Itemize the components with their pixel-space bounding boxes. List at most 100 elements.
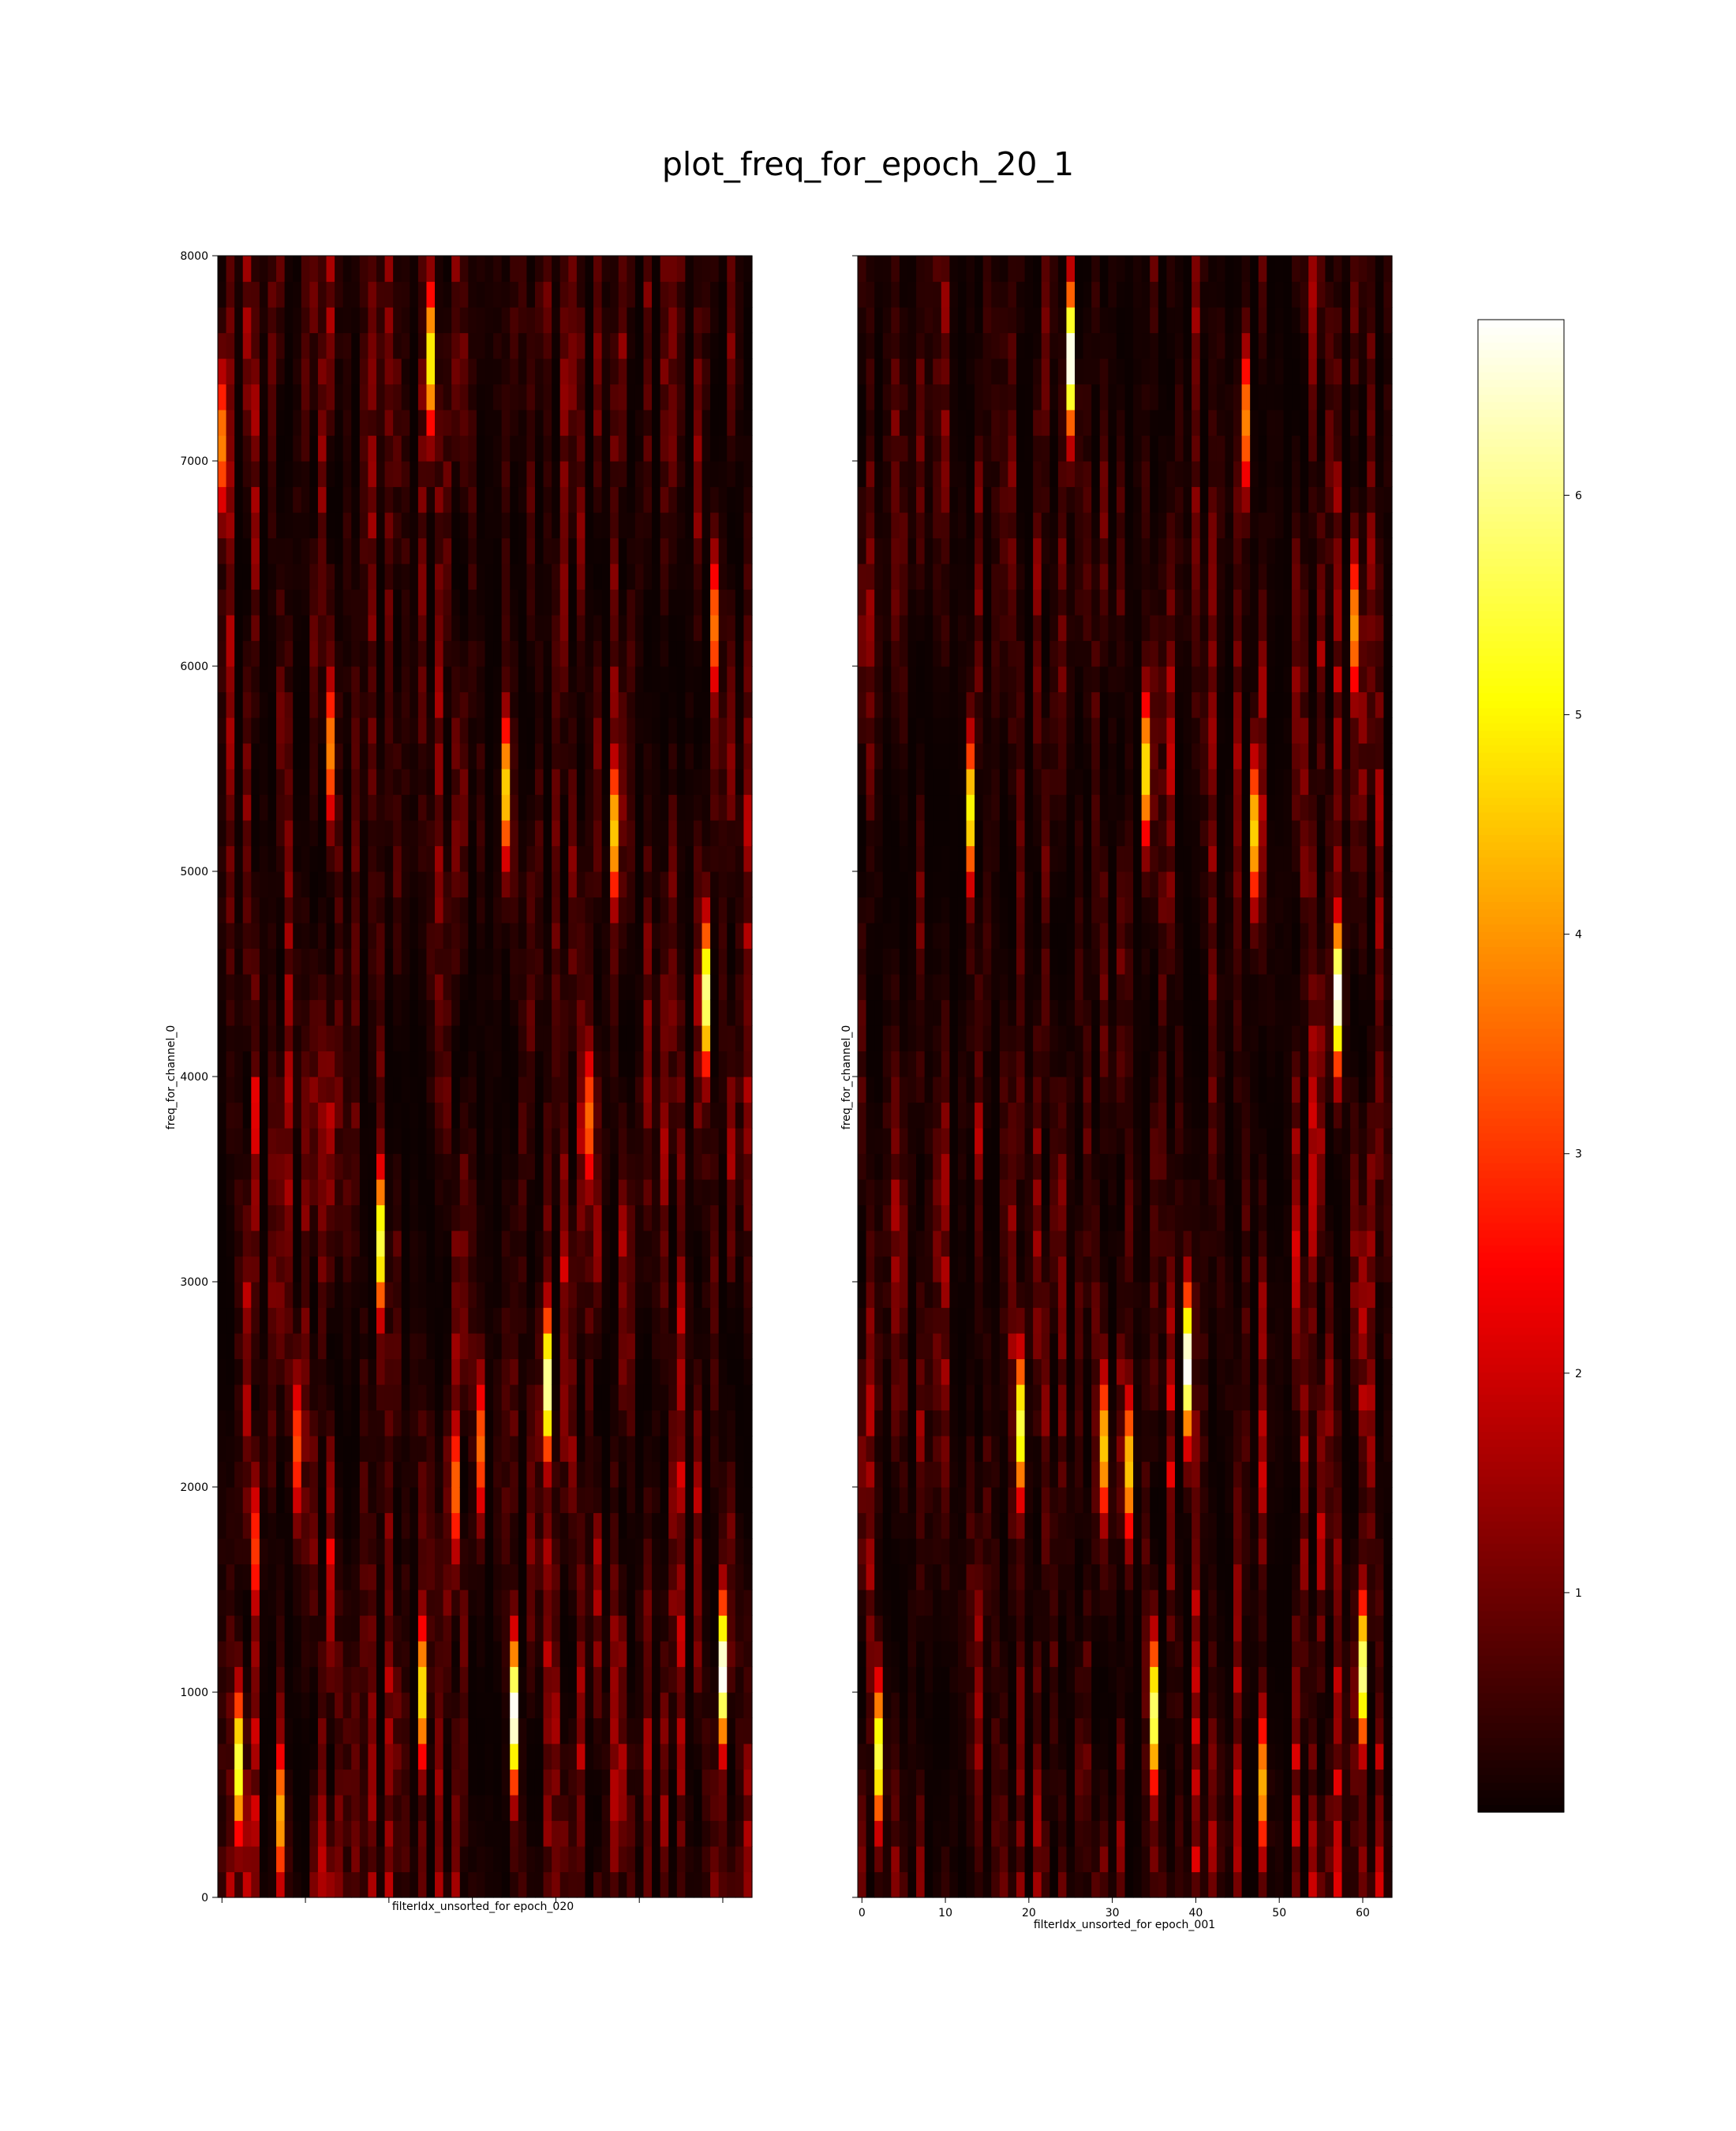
heatmap-cell bbox=[627, 1179, 636, 1206]
heatmap-cell bbox=[957, 1077, 967, 1103]
heatmap-cell bbox=[710, 691, 720, 718]
heatmap-cell bbox=[284, 1846, 294, 1873]
heatmap-cell bbox=[259, 1204, 269, 1231]
heatmap-cell bbox=[510, 1230, 519, 1257]
heatmap-cell bbox=[668, 845, 678, 872]
heatmap-cell bbox=[627, 358, 636, 385]
heatmap-cell bbox=[874, 1692, 884, 1719]
heatmap-cell bbox=[652, 1333, 661, 1360]
heatmap-cell bbox=[966, 1436, 975, 1462]
heatmap-cell bbox=[368, 1564, 377, 1590]
heatmap-cell bbox=[242, 384, 252, 410]
heatmap-cell bbox=[317, 999, 327, 1026]
heatmap-cell bbox=[585, 743, 594, 770]
heatmap-cell bbox=[242, 1692, 252, 1719]
heatmap-cell bbox=[443, 1871, 452, 1898]
heatmap-cell bbox=[309, 358, 319, 385]
heatmap-cell bbox=[435, 948, 444, 975]
heatmap-cell bbox=[866, 1256, 875, 1283]
heatmap-cell bbox=[693, 384, 703, 410]
heatmap-cell bbox=[443, 537, 452, 564]
heatmap-cell bbox=[643, 1204, 653, 1231]
heatmap-cell bbox=[526, 1204, 536, 1231]
heatmap-cell bbox=[676, 589, 686, 616]
heatmap-cell bbox=[543, 743, 552, 770]
heatmap-cell bbox=[652, 974, 661, 1001]
heatmap-cell bbox=[702, 564, 711, 590]
heatmap-cell bbox=[949, 1666, 959, 1693]
heatmap-cell bbox=[259, 281, 269, 308]
heatmap-cell bbox=[576, 1666, 586, 1693]
heatmap-cell bbox=[426, 1179, 436, 1206]
heatmap-cell bbox=[443, 999, 452, 1026]
heatmap-cell bbox=[866, 1128, 875, 1155]
heatmap-cell bbox=[301, 1204, 310, 1231]
heatmap-cell bbox=[234, 1692, 244, 1719]
heatmap-cell bbox=[727, 1077, 736, 1103]
heatmap-cell bbox=[493, 410, 503, 436]
heatmap-cell bbox=[218, 1410, 227, 1436]
heatmap-cell bbox=[476, 281, 486, 308]
heatmap-cell bbox=[485, 948, 494, 975]
heatmap-cell bbox=[268, 1358, 277, 1385]
heatmap-cell bbox=[601, 537, 611, 564]
heatmap-cell bbox=[543, 717, 552, 744]
heatmap-cell bbox=[226, 640, 235, 667]
heatmap-cell bbox=[949, 256, 959, 283]
heatmap-cell bbox=[874, 717, 884, 744]
heatmap-cell bbox=[693, 512, 703, 539]
heatmap-cell bbox=[882, 332, 892, 359]
heatmap-cell bbox=[384, 743, 394, 770]
heatmap-cell bbox=[585, 1590, 594, 1616]
heatmap-cell bbox=[941, 974, 950, 1001]
heatmap-cell bbox=[634, 948, 645, 975]
heatmap-cell bbox=[652, 358, 661, 385]
heatmap-cell bbox=[268, 1717, 277, 1744]
heatmap-cell bbox=[866, 1795, 875, 1822]
heatmap-cell bbox=[351, 1358, 361, 1385]
heatmap-cell bbox=[368, 1153, 377, 1180]
heatmap-cell bbox=[451, 1820, 461, 1847]
heatmap-cell bbox=[510, 332, 519, 359]
heatmap-cell bbox=[351, 512, 361, 539]
heatmap-cell bbox=[702, 1615, 711, 1642]
heatmap-cell bbox=[443, 923, 452, 949]
heatmap-cell bbox=[727, 435, 736, 462]
heatmap-cell bbox=[518, 640, 527, 667]
heatmap-cell bbox=[552, 691, 561, 718]
heatmap-cell bbox=[660, 1692, 669, 1719]
heatmap-cell bbox=[693, 769, 703, 796]
heatmap-cell bbox=[351, 1487, 361, 1514]
heatmap-cell bbox=[335, 717, 344, 744]
heatmap-cell bbox=[293, 1512, 302, 1539]
heatmap-cell bbox=[468, 435, 477, 462]
heatmap-cell bbox=[559, 256, 569, 283]
heatmap-cell bbox=[476, 1743, 486, 1770]
heatmap-cell bbox=[284, 1538, 294, 1565]
heatmap-cell bbox=[601, 486, 611, 513]
heatmap-cell bbox=[309, 486, 319, 513]
heatmap-cell bbox=[259, 1743, 269, 1770]
heatmap-cell bbox=[907, 512, 917, 539]
heatmap-cell bbox=[941, 384, 950, 410]
heatmap-cell bbox=[601, 384, 611, 410]
heatmap-cell bbox=[359, 512, 369, 539]
heatmap-cell bbox=[710, 1384, 720, 1411]
heatmap-cell bbox=[710, 1820, 720, 1847]
heatmap-cell bbox=[727, 1871, 736, 1898]
heatmap-cell bbox=[941, 1077, 950, 1103]
heatmap-cell bbox=[693, 1102, 703, 1129]
heatmap-cell bbox=[518, 974, 527, 1001]
heatmap-cell bbox=[652, 769, 661, 796]
heatmap-cell bbox=[601, 1230, 611, 1257]
heatmap-cell bbox=[476, 486, 486, 513]
heatmap-cell bbox=[401, 1384, 410, 1411]
heatmap-cell bbox=[476, 923, 486, 949]
heatmap-cell bbox=[401, 358, 410, 385]
heatmap-cell bbox=[526, 1871, 536, 1898]
heatmap-cell bbox=[576, 384, 586, 410]
heatmap-cell bbox=[601, 897, 611, 923]
heatmap-cell bbox=[957, 1358, 967, 1385]
heatmap-cell bbox=[685, 1179, 694, 1206]
heatmap-cell bbox=[668, 1077, 678, 1103]
